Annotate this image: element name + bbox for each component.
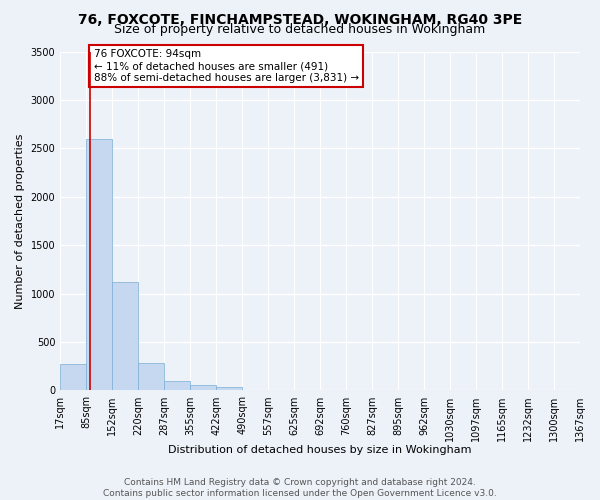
Bar bbox=[112, 282, 138, 391]
Text: 76 FOXCOTE: 94sqm
← 11% of detached houses are smaller (491)
88% of semi-detache: 76 FOXCOTE: 94sqm ← 11% of detached hous… bbox=[94, 50, 359, 82]
X-axis label: Distribution of detached houses by size in Wokingham: Distribution of detached houses by size … bbox=[169, 445, 472, 455]
Bar bbox=[138, 363, 164, 390]
Bar bbox=[216, 386, 242, 390]
Text: 76, FOXCOTE, FINCHAMPSTEAD, WOKINGHAM, RG40 3PE: 76, FOXCOTE, FINCHAMPSTEAD, WOKINGHAM, R… bbox=[78, 12, 522, 26]
Text: Size of property relative to detached houses in Wokingham: Size of property relative to detached ho… bbox=[115, 22, 485, 36]
Bar bbox=[164, 382, 190, 390]
Bar bbox=[190, 384, 216, 390]
Y-axis label: Number of detached properties: Number of detached properties bbox=[15, 134, 25, 308]
Bar bbox=[86, 138, 112, 390]
Bar bbox=[60, 364, 86, 390]
Text: Contains HM Land Registry data © Crown copyright and database right 2024.
Contai: Contains HM Land Registry data © Crown c… bbox=[103, 478, 497, 498]
